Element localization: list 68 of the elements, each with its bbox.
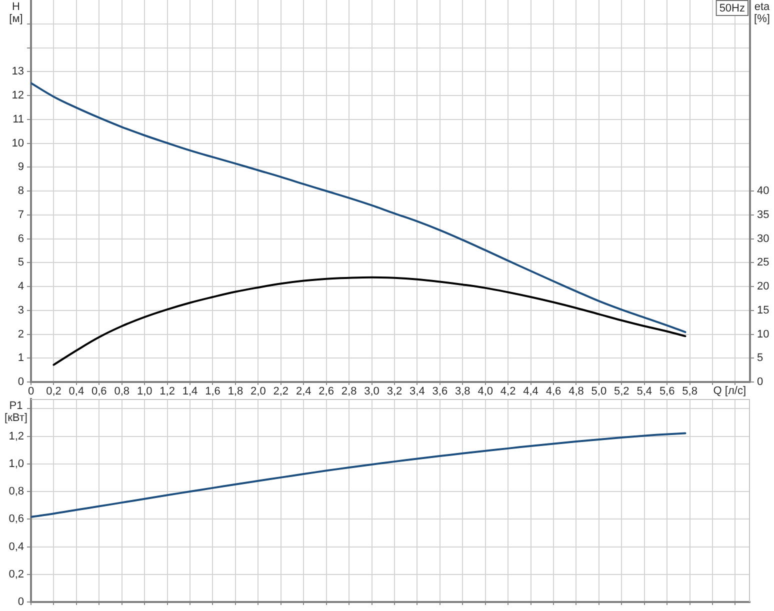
y2-tick-label: 15	[757, 304, 770, 316]
x-tick-label: 0,4	[68, 386, 84, 398]
y-tick-label: 7	[18, 208, 24, 221]
x-tick-label: 2,8	[341, 386, 357, 398]
y-tick-label: 0	[18, 596, 24, 608]
x-axis-title: Q [л/с]	[713, 385, 746, 398]
x-tick-label: 0,8	[114, 386, 130, 398]
x-tick-label: 5,4	[636, 386, 652, 398]
y-tick-label: 0,6	[8, 513, 24, 526]
x-tick-label: 2,4	[296, 386, 312, 398]
x-tick-label: 3,4	[410, 386, 425, 398]
y2-tick-label: 20	[757, 280, 770, 293]
y2-tick-label: 5	[757, 352, 764, 364]
y2-tick-label: 40	[757, 185, 770, 198]
chart-title: 50Hz	[719, 2, 745, 15]
x-tick-label: 3,2	[386, 386, 402, 398]
y2-tick-label: 30	[757, 232, 770, 245]
x-tick-label: 5,2	[614, 386, 630, 398]
y-tick-label: 12	[12, 90, 24, 102]
x-tick-label: 1,4	[182, 386, 198, 398]
y-tick-label: 0	[18, 376, 24, 388]
x-tick-label: 0,6	[92, 386, 107, 398]
y-tick-label: 1	[18, 352, 24, 364]
x-tick-label: 1,8	[228, 386, 244, 398]
y-tick-label: 10	[12, 137, 24, 150]
x-tick-label: 2,6	[318, 386, 334, 398]
y-tick-label: 13	[12, 66, 24, 78]
y-tick-label: 1,0	[8, 458, 24, 470]
line-series	[31, 82, 686, 334]
x-tick-label: 5,6	[659, 386, 675, 398]
x-tick-label: 2,2	[273, 386, 289, 398]
y2-tick-label: 35	[757, 208, 770, 221]
y-axis-title: P1 [кВт]	[4, 400, 28, 424]
y2-tick-label: 10	[757, 328, 770, 340]
x-tick-label: 5,0	[591, 386, 607, 398]
y-tick-label: 11	[12, 113, 24, 126]
y2-tick-label: 25	[757, 256, 770, 269]
x-tick-label: 4,6	[546, 386, 562, 398]
x-tick-label: 3,0	[364, 386, 380, 398]
x-tick-label: 4,4	[523, 386, 538, 398]
y2-axis-title: eta [%]	[754, 1, 771, 26]
x-tick-label: 1,0	[136, 386, 152, 398]
x-tick-label: 4,0	[478, 386, 493, 398]
y-tick-label: 0,4	[8, 540, 24, 553]
y-axis-title: H [м]	[9, 1, 23, 26]
y-tick-label: 9	[18, 161, 24, 174]
y-tick-label: 6	[18, 232, 24, 245]
x-tick-label: 5,8	[682, 386, 698, 398]
y-tick-label: 1,2	[8, 430, 24, 442]
x-tick-label: 0	[28, 386, 34, 398]
y-tick-label: 0,8	[8, 486, 24, 498]
line-series	[52, 276, 686, 366]
x-tick-label: 3,8	[454, 386, 470, 398]
line-series	[31, 432, 686, 518]
y-tick-label: 2	[18, 328, 24, 340]
y-tick-label: 8	[18, 185, 24, 198]
x-tick-label: 1,6	[205, 386, 220, 398]
y-tick-label: 0,2	[8, 568, 24, 580]
x-tick-label: 4,8	[568, 386, 584, 398]
x-tick-label: 3,6	[432, 386, 448, 398]
x-tick-label: 1,2	[160, 386, 175, 398]
y-tick-label: 5	[18, 256, 24, 269]
x-tick-label: 0,2	[46, 386, 62, 398]
x-tick-label: 2,0	[250, 386, 266, 398]
y2-tick-label: 0	[757, 376, 764, 388]
x-tick-label: 4,2	[500, 386, 516, 398]
y-tick-label: 3	[18, 304, 24, 316]
y-tick-label: 4	[18, 280, 24, 293]
